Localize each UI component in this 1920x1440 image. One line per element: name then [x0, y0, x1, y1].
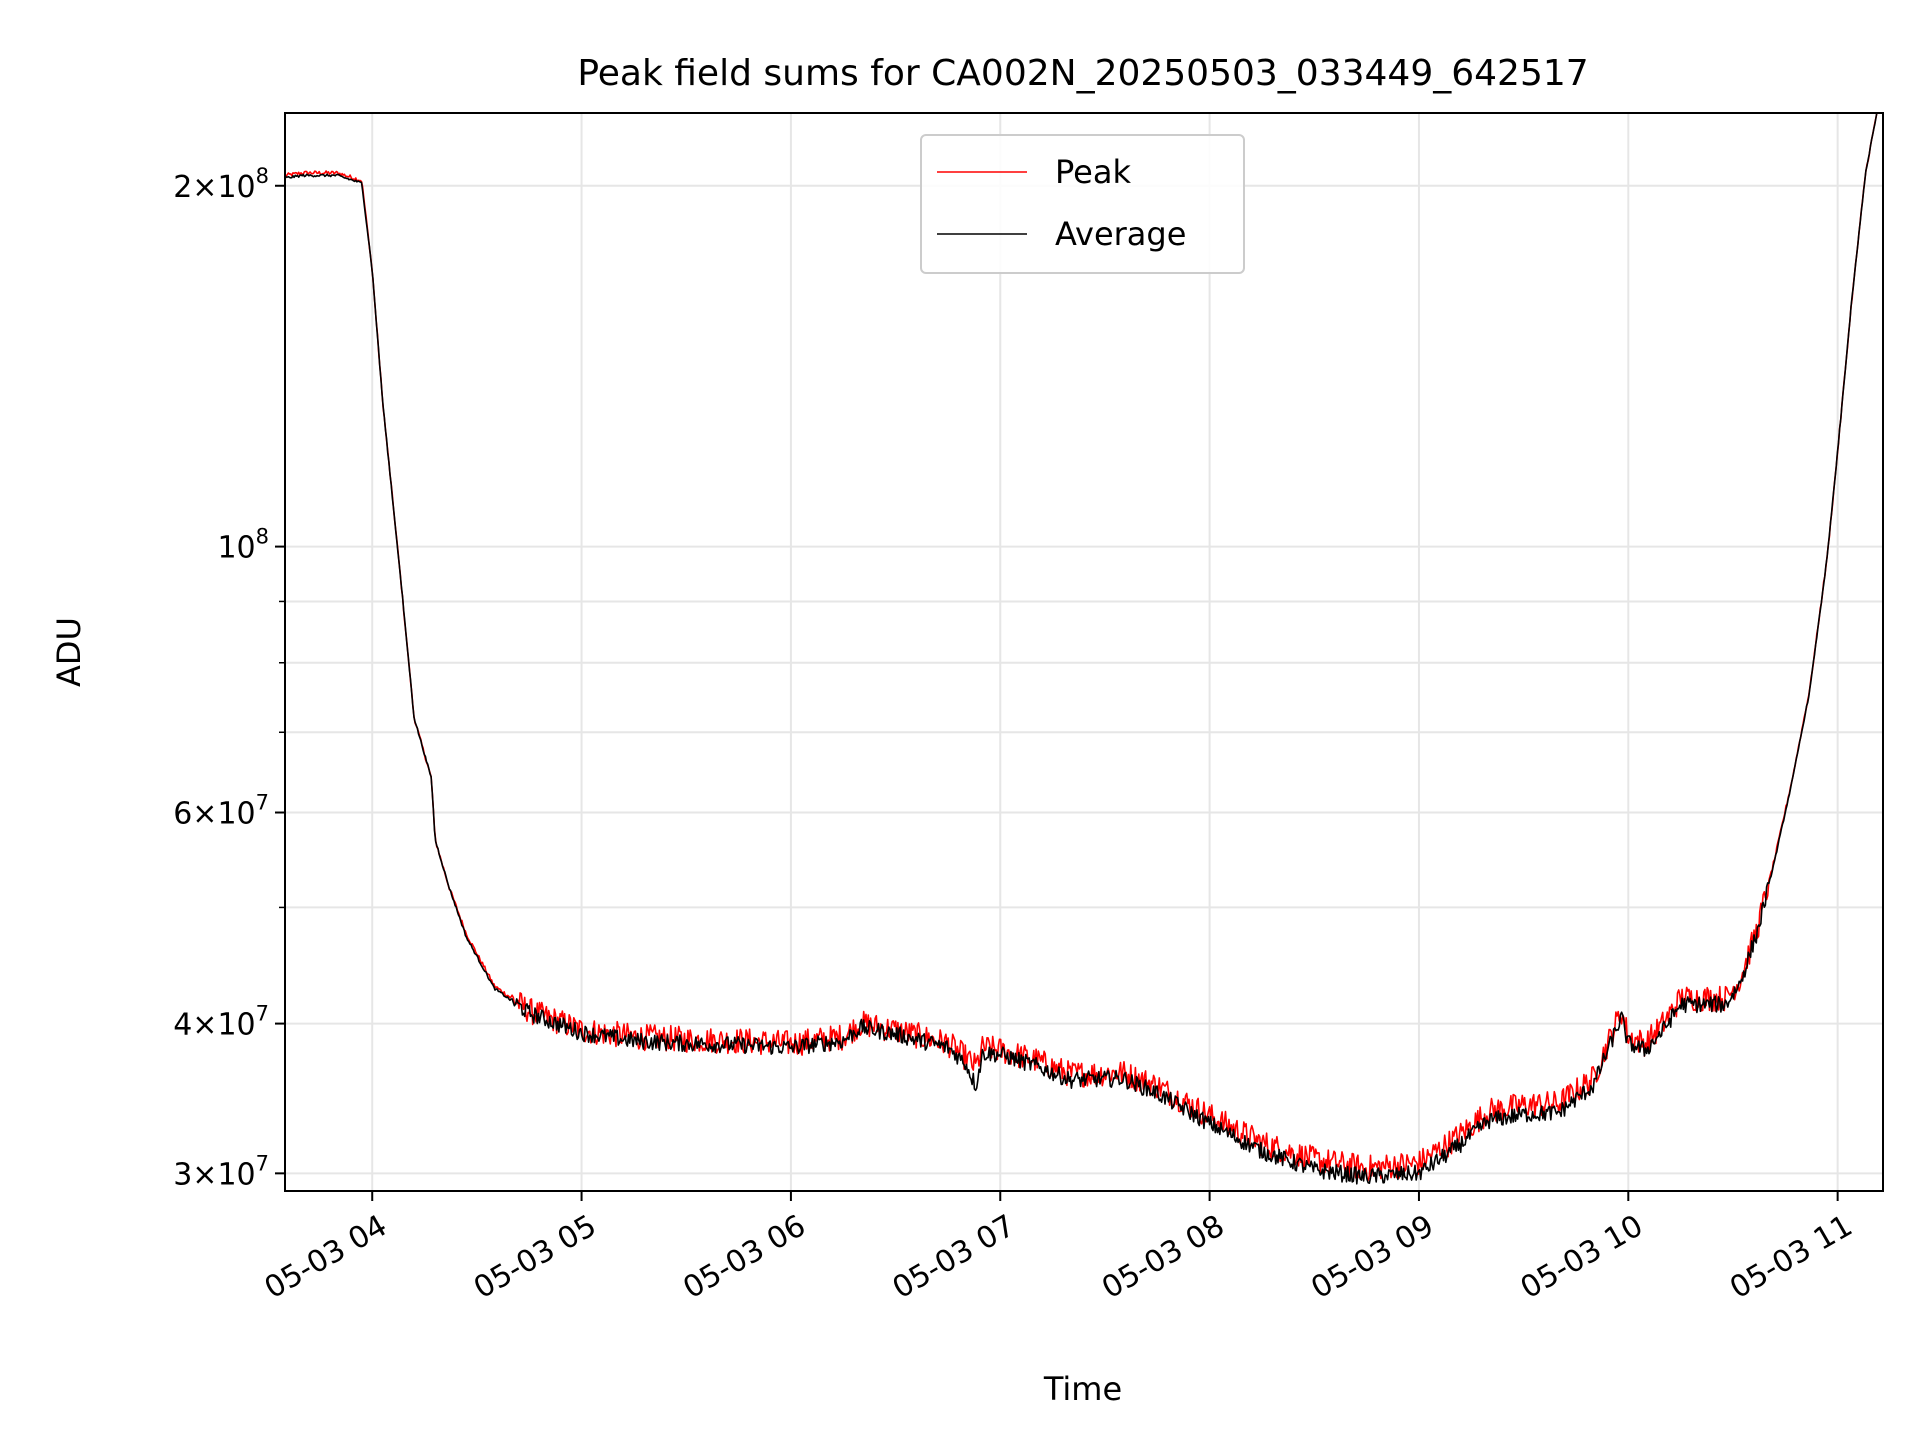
- x-axis-label: Time: [1043, 1370, 1122, 1408]
- legend-label: Average: [1055, 215, 1186, 253]
- chart-title: Peak field sums for CA002N_20250503_0334…: [577, 53, 1588, 94]
- legend-box: [920, 134, 1245, 274]
- legend: Peak Average: [920, 134, 1245, 274]
- y-tick-label: 108: [217, 525, 269, 566]
- y-tick-label: 2×108: [173, 164, 269, 205]
- y-tick-label: 4×107: [173, 1002, 269, 1043]
- legend-label: Peak: [1055, 153, 1131, 191]
- y-axis-label: ADU: [50, 617, 88, 687]
- y-axis: 2×108 108 6×107 4×107 3×107: [173, 164, 285, 1192]
- series-lines: [285, 113, 1878, 1185]
- y-tick-label: 3×107: [173, 1151, 269, 1192]
- series-line-peak: [285, 113, 1878, 1181]
- series-line-average: [285, 113, 1878, 1185]
- y-tick-label: 6×107: [173, 791, 269, 832]
- plot-frame: [284, 112, 1884, 1192]
- gridlines: [285, 113, 1883, 1191]
